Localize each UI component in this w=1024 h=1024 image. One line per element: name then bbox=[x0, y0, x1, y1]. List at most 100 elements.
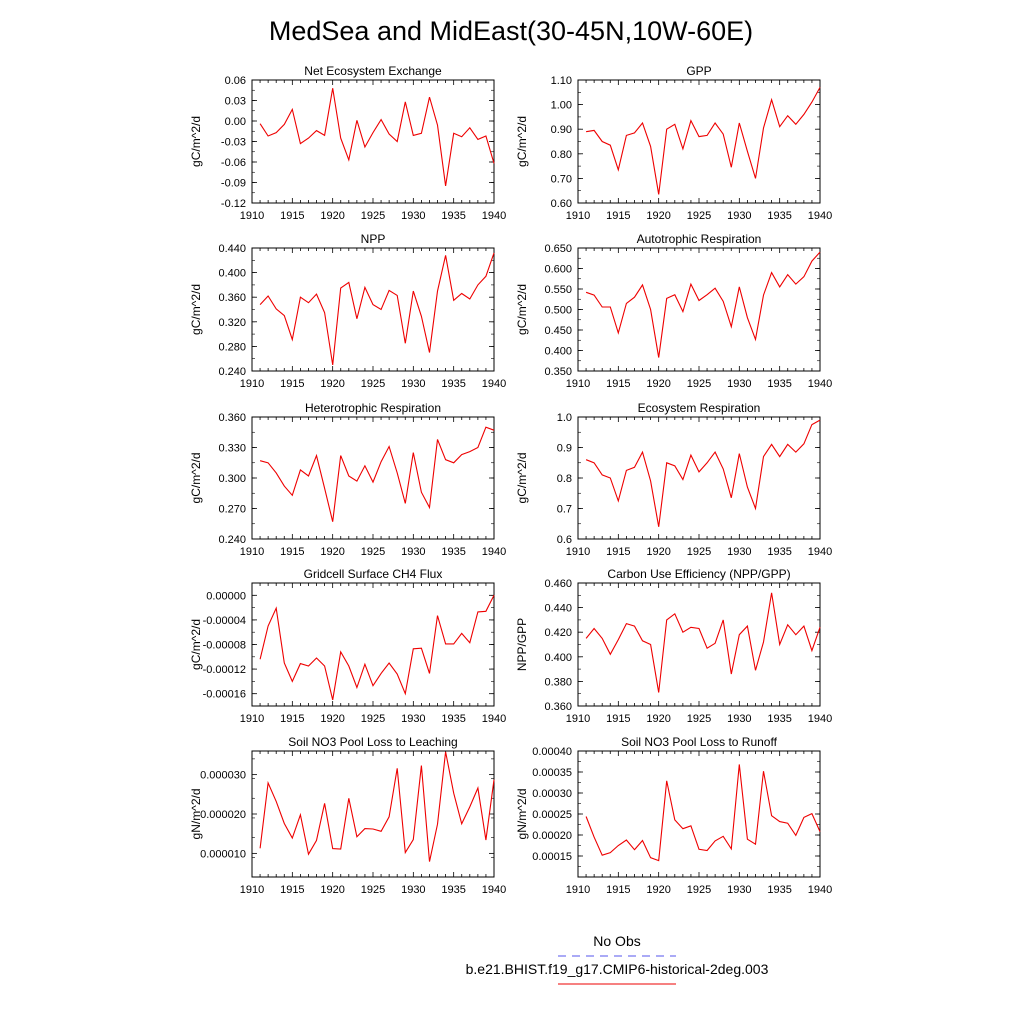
y-tick-label: 0.460 bbox=[544, 578, 572, 590]
y-tick-label: 0.440 bbox=[218, 243, 246, 255]
y-tick-label: 0.6 bbox=[557, 534, 572, 546]
plot-frame bbox=[251, 79, 495, 204]
y-tick-label: 0.240 bbox=[218, 534, 246, 546]
x-tick-label: 1925 bbox=[687, 546, 711, 558]
x-tick-label: 1920 bbox=[320, 210, 344, 222]
x-tick-label: 1925 bbox=[361, 546, 385, 558]
x-tick-label: 1935 bbox=[441, 378, 465, 390]
x-tick-label: 1910 bbox=[566, 210, 590, 222]
series-line bbox=[585, 251, 821, 358]
x-tick-label: 1920 bbox=[646, 210, 670, 222]
legend-model-label: b.e21.BHIST.f19_g17.CMIP6-historical-2de… bbox=[466, 961, 769, 977]
x-tick-label: 1930 bbox=[401, 378, 425, 390]
x-tick-label: 1940 bbox=[808, 546, 832, 558]
x-tick-label: 1925 bbox=[687, 378, 711, 390]
figure-title: MedSea and MidEast(30-45N,10W-60E) bbox=[269, 16, 753, 46]
x-tick-label: 1940 bbox=[808, 210, 832, 222]
x-tick-label: 1930 bbox=[401, 210, 425, 222]
x-tick-label: 1910 bbox=[240, 546, 264, 558]
x-tick-label: 1930 bbox=[401, 546, 425, 558]
series-line bbox=[585, 419, 821, 527]
x-tick-label: 1910 bbox=[566, 884, 590, 896]
y-tick-label: -0.12 bbox=[221, 198, 246, 210]
chart-panel-10: Soil NO3 Pool Loss to Runoff gN/m^2/d 1910… bbox=[515, 735, 832, 896]
series-line bbox=[585, 592, 821, 693]
x-tick-label: 1940 bbox=[482, 546, 506, 558]
y-tick-label: 0.00020 bbox=[532, 830, 572, 842]
chart-panel-9: Soil NO3 Pool Loss to Leaching gN/m^2/d 19… bbox=[189, 735, 506, 896]
y-tick-label: -0.03 bbox=[221, 137, 246, 149]
y-tick-label: 0.400 bbox=[218, 268, 246, 280]
y-tick-label: 0.450 bbox=[544, 325, 572, 337]
x-tick-label: 1920 bbox=[320, 884, 344, 896]
y-tick-label: 0.360 bbox=[544, 701, 572, 713]
x-tick-label: 1910 bbox=[566, 713, 590, 725]
y-axis-label: gN/m^2/d bbox=[189, 789, 203, 840]
y-tick-label: 0.00025 bbox=[532, 809, 572, 821]
y-tick-label: 0.00030 bbox=[532, 788, 572, 800]
x-tick-label: 1925 bbox=[361, 210, 385, 222]
x-tick-label: 1910 bbox=[240, 713, 264, 725]
y-axis-label: gC/m^2/d bbox=[515, 284, 529, 335]
y-tick-label: 0.70 bbox=[551, 173, 572, 185]
y-tick-label: 0.00035 bbox=[532, 767, 572, 779]
plot-frame bbox=[251, 582, 495, 707]
y-tick-label: 0.8 bbox=[557, 473, 572, 485]
panel-title: Net Ecosystem Exchange bbox=[304, 64, 442, 78]
y-tick-label: 0.320 bbox=[218, 317, 246, 329]
y-tick-label: 0.000010 bbox=[200, 848, 246, 860]
x-tick-label: 1915 bbox=[280, 210, 304, 222]
chart-panel-1: Net Ecosystem Exchange gC/m^2/d 1910 1915 19… bbox=[189, 64, 506, 222]
plot-frame bbox=[251, 416, 495, 540]
x-tick-label: 1935 bbox=[767, 546, 791, 558]
y-tick-label: 0.500 bbox=[544, 305, 572, 317]
chart-panel-2: GPP gC/m^2/d 1910 1915 1920 1925 1930 1935 1940 0… bbox=[515, 64, 832, 222]
y-tick-label: 1.10 bbox=[551, 75, 572, 87]
y-tick-label: -0.09 bbox=[221, 178, 246, 190]
y-tick-label: -0.00012 bbox=[203, 664, 246, 676]
x-tick-label: 1910 bbox=[240, 210, 264, 222]
y-tick-label: 0.7 bbox=[557, 504, 572, 516]
legend-obs-label: No Obs bbox=[593, 933, 640, 949]
plot-frame bbox=[577, 247, 821, 372]
x-tick-label: 1935 bbox=[441, 546, 465, 558]
x-tick-label: 1935 bbox=[441, 210, 465, 222]
y-tick-label: 0.600 bbox=[544, 264, 572, 276]
y-tick-label: 0.420 bbox=[544, 627, 572, 639]
y-axis-label: gC/m^2/d bbox=[515, 116, 529, 167]
y-tick-label: 0.300 bbox=[218, 473, 246, 485]
x-tick-label: 1925 bbox=[687, 713, 711, 725]
panel-title: GPP bbox=[686, 64, 711, 78]
panel-title: Soil NO3 Pool Loss to Runoff bbox=[621, 735, 778, 749]
y-tick-label: 0.000030 bbox=[200, 770, 246, 782]
y-tick-label: 0.380 bbox=[544, 676, 572, 688]
series-line bbox=[586, 87, 821, 195]
x-tick-label: 1920 bbox=[320, 378, 344, 390]
x-tick-label: 1935 bbox=[767, 884, 791, 896]
x-tick-label: 1935 bbox=[441, 884, 465, 896]
x-tick-label: 1915 bbox=[280, 884, 304, 896]
x-tick-label: 1915 bbox=[606, 378, 630, 390]
x-tick-label: 1920 bbox=[646, 546, 670, 558]
x-tick-label: 1940 bbox=[808, 713, 832, 725]
plot-frame bbox=[251, 750, 495, 878]
y-axis-label: gC/m^2/d bbox=[189, 116, 203, 167]
chart-panel-4: Autotrophic Respiration gC/m^2/d 1910 1915 1… bbox=[515, 232, 832, 390]
y-tick-label: 1.00 bbox=[551, 100, 572, 112]
x-tick-label: 1915 bbox=[606, 210, 630, 222]
x-tick-label: 1920 bbox=[320, 546, 344, 558]
x-tick-label: 1940 bbox=[808, 884, 832, 896]
y-tick-label: 1.0 bbox=[557, 412, 572, 424]
y-axis-label: gC/m^2/d bbox=[189, 619, 203, 670]
x-tick-label: 1920 bbox=[646, 884, 670, 896]
chart-panel-5: Heterotrophic Respiration gC/m^2/d 1910 191… bbox=[189, 401, 506, 558]
x-tick-label: 1910 bbox=[566, 546, 590, 558]
x-tick-label: 1930 bbox=[401, 713, 425, 725]
chart-panel-8: Carbon Use Efficiency (NPP/GPP) NPP/GPP 19… bbox=[515, 567, 832, 725]
x-tick-label: 1925 bbox=[361, 884, 385, 896]
x-tick-label: 1920 bbox=[646, 713, 670, 725]
x-tick-label: 1935 bbox=[767, 713, 791, 725]
x-tick-label: 1930 bbox=[727, 210, 751, 222]
panel-title: NPP bbox=[361, 232, 386, 246]
